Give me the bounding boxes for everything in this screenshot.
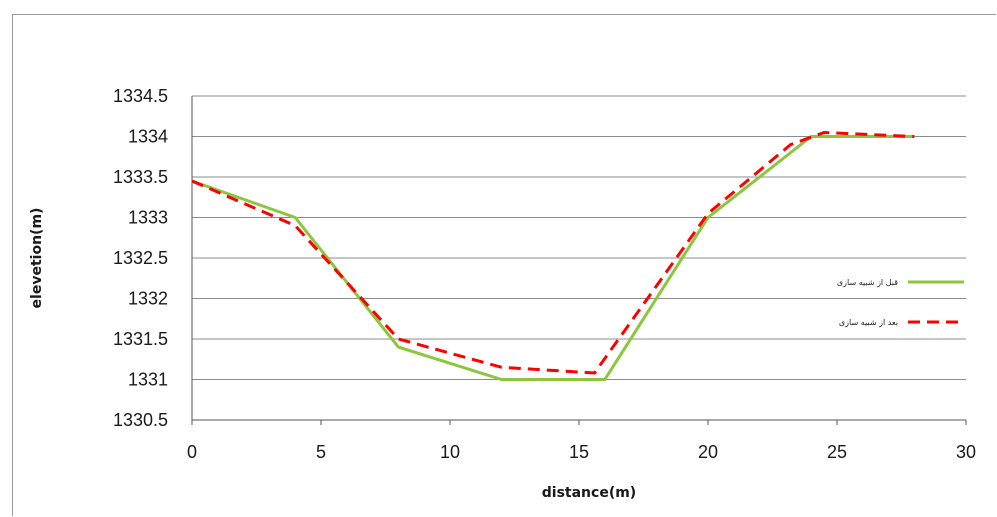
x-axis-title: distance(m) [542, 485, 636, 501]
y-tick-label: 1334 [128, 127, 168, 147]
x-tick-labels: 0 5 10 15 20 25 30 [187, 420, 976, 462]
x-tick-label: 30 [956, 442, 976, 462]
x-tick-label: 5 [316, 442, 326, 462]
y-tick-label: 1331 [128, 370, 168, 390]
y-tick-label: 1333 [128, 208, 168, 228]
series-lines [191, 130, 915, 381]
x-tick-label: 15 [569, 442, 589, 462]
y-tick-label: 1334.5 [113, 86, 168, 106]
y-tick-label: 1333.5 [113, 167, 168, 187]
y-tick-label: 1330.5 [113, 410, 168, 430]
legend-label-after-simulation: بعد از شبیه سازی [839, 318, 898, 327]
x-tick-label: 25 [827, 442, 847, 462]
y-tick-label: 1332.5 [113, 248, 168, 268]
y-axis-title: elevetion(m) [29, 208, 45, 309]
legend: قبل از شبیه سازی بعد از شبیه سازی [837, 278, 964, 327]
chart-frame [12, 14, 996, 516]
x-tick-label: 20 [698, 442, 718, 462]
x-tick-label: 0 [187, 442, 197, 462]
y-tick-labels: 1330.5 1331 1331.5 1332 1332.5 1333 1333.5 1334… [113, 86, 168, 430]
y-tick-label: 1331.5 [113, 329, 168, 349]
series-line-after-simulation [191, 130, 915, 375]
legend-label-before-simulation: قبل از شبیه سازی [837, 278, 898, 287]
y-tick-label: 1332 [128, 289, 168, 309]
x-tick-label: 10 [440, 442, 460, 462]
gridlines [192, 95, 966, 380]
series-line-before-simulation [191, 135, 915, 381]
